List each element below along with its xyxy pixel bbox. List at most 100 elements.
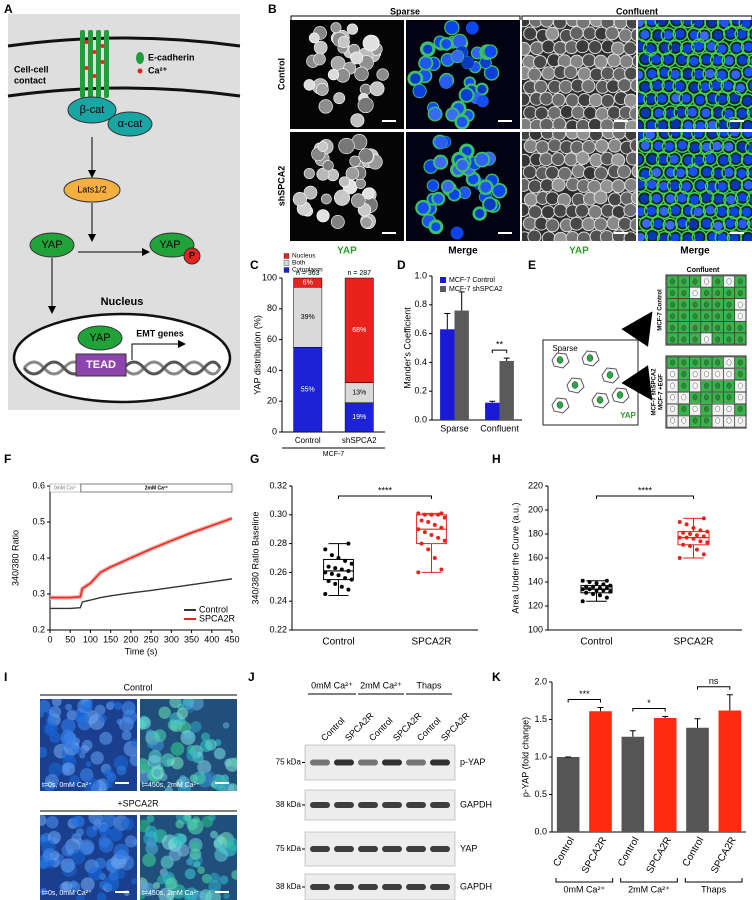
x-tick-label: 350 [184, 634, 199, 644]
cell [698, 105, 714, 121]
point [333, 581, 338, 586]
schematic-nucleus [726, 324, 732, 331]
diagram-label: YAP [159, 239, 180, 251]
cell [552, 132, 567, 141]
cell [611, 179, 626, 194]
y-axis-label: 340/380 Ratio Baseline [250, 511, 260, 604]
nucleus [676, 107, 686, 117]
cell [354, 66, 369, 82]
schematic-nucleus [681, 371, 687, 378]
nucleus [689, 30, 699, 40]
cell [103, 875, 120, 892]
nucleus [678, 218, 688, 228]
schematic-nucleus [670, 371, 675, 378]
cell [145, 729, 155, 738]
nucleus [705, 205, 715, 215]
x-tick-label: SPCA2R [709, 835, 739, 875]
protein-label: GAPDH [460, 881, 492, 891]
nucleus [638, 232, 645, 241]
point [339, 584, 344, 589]
schematic-nucleus [670, 382, 675, 389]
cell [734, 216, 751, 232]
schematic-nucleus [715, 405, 721, 412]
cell [680, 117, 697, 129]
cell [153, 768, 162, 777]
nucleus [725, 218, 735, 228]
cell [191, 841, 200, 850]
cell [153, 729, 167, 743]
cell [746, 165, 752, 181]
nucleus [646, 132, 656, 140]
panel-label: C [250, 258, 259, 272]
nucleus [743, 233, 752, 241]
schematic-nucleus [737, 278, 743, 285]
cell [600, 93, 615, 108]
legend-label: Control [199, 604, 228, 614]
schematic-nucleus [737, 336, 743, 343]
nucleus [459, 187, 471, 199]
cell [739, 93, 752, 109]
cell [60, 718, 76, 734]
nucleus [445, 21, 459, 35]
cell [313, 52, 326, 66]
point [604, 586, 609, 590]
y-tick-label: 40 [267, 365, 277, 375]
cell [747, 215, 752, 231]
cell [83, 778, 100, 791]
schematic-nucleus [670, 324, 675, 331]
line [50, 517, 233, 599]
panel-label: K [492, 670, 501, 684]
schematic-nucleus [704, 371, 709, 378]
cell [369, 81, 385, 97]
y-tick-label: 1.5 [534, 714, 547, 724]
cell [709, 52, 726, 68]
cell [611, 41, 626, 56]
schematic-nucleus [737, 371, 743, 378]
schematic-nucleus [681, 359, 687, 366]
point [432, 522, 437, 527]
cell [40, 887, 48, 896]
x-tick-label: 0 [47, 634, 52, 644]
point [597, 593, 602, 598]
cell [629, 138, 636, 153]
cell [553, 203, 568, 218]
schematic-nucleus [704, 382, 709, 389]
cell [667, 39, 684, 56]
y-tick-label: 0.22 [269, 624, 287, 634]
cell [317, 141, 329, 152]
point [705, 540, 710, 545]
cell [623, 41, 636, 56]
nucleus [450, 226, 464, 240]
cell [569, 26, 584, 41]
cell [43, 721, 58, 736]
legend-swatch [440, 277, 446, 283]
nucleus [702, 55, 712, 65]
cell [623, 93, 636, 108]
cell [734, 189, 751, 206]
cell [744, 140, 752, 156]
nucleus [683, 233, 693, 241]
y-tick-label: 0.32 [269, 480, 287, 490]
cell [61, 763, 71, 773]
nucleus [410, 73, 421, 84]
nucleus [663, 30, 673, 40]
nucleus [638, 70, 644, 80]
caption: t=450s, 2mM Ca²⁺ [142, 782, 200, 789]
nucleus [717, 207, 727, 217]
nucleus [748, 143, 752, 153]
point [323, 570, 328, 575]
panel-label: E [528, 258, 536, 272]
cell [588, 40, 603, 55]
y-tick-label: 0.8 [414, 299, 427, 309]
cell [115, 868, 126, 880]
cell [607, 105, 622, 120]
cell [667, 116, 684, 129]
nucleus [653, 141, 663, 151]
nucleus [694, 41, 704, 51]
arrow [621, 311, 653, 347]
band [358, 846, 378, 852]
cell [599, 230, 614, 241]
nucleus [705, 69, 715, 79]
cell [164, 786, 173, 791]
cell [333, 92, 346, 105]
